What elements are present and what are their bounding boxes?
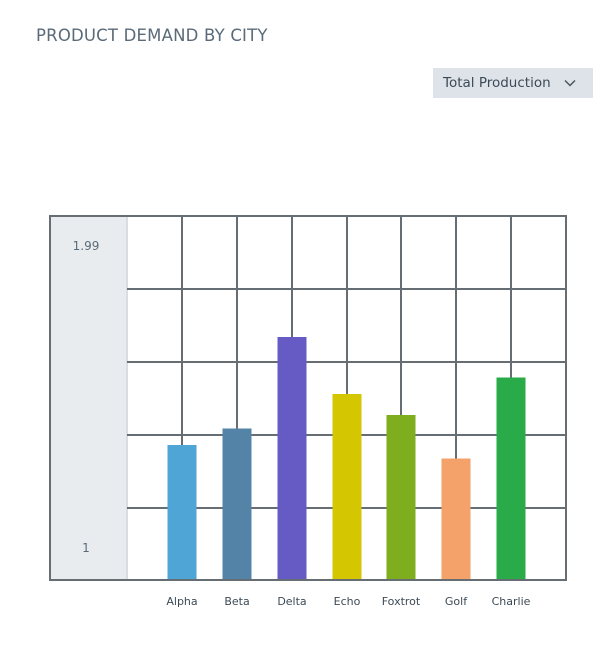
x-tick-label: Golf <box>445 595 468 608</box>
x-tick-label: Delta <box>277 595 306 608</box>
page-title: PRODUCT DEMAND BY CITY <box>36 26 268 45</box>
chevron-down-icon <box>564 79 576 87</box>
bar-golf <box>441 458 471 580</box>
x-tick-label: Alpha <box>166 595 197 608</box>
production-dropdown[interactable]: Total Production <box>433 68 593 98</box>
bar-alpha <box>167 445 197 580</box>
chart-frame <box>49 215 567 581</box>
y-tick-label: 1 <box>82 541 90 555</box>
bar-echo <box>332 394 362 580</box>
x-tick-label: Charlie <box>492 595 531 608</box>
bar-delta <box>277 337 307 580</box>
bar-beta <box>222 428 252 580</box>
x-tick-label: Echo <box>334 595 361 608</box>
y-tick-label: 1.99 <box>73 239 100 253</box>
dropdown-selected-label: Total Production <box>443 75 551 91</box>
bar-charlie <box>496 377 526 580</box>
x-tick-label: Beta <box>224 595 249 608</box>
bar-foxtrot <box>386 415 416 580</box>
x-tick-label: Foxtrot <box>382 595 421 608</box>
y-axis-panel <box>50 216 127 580</box>
